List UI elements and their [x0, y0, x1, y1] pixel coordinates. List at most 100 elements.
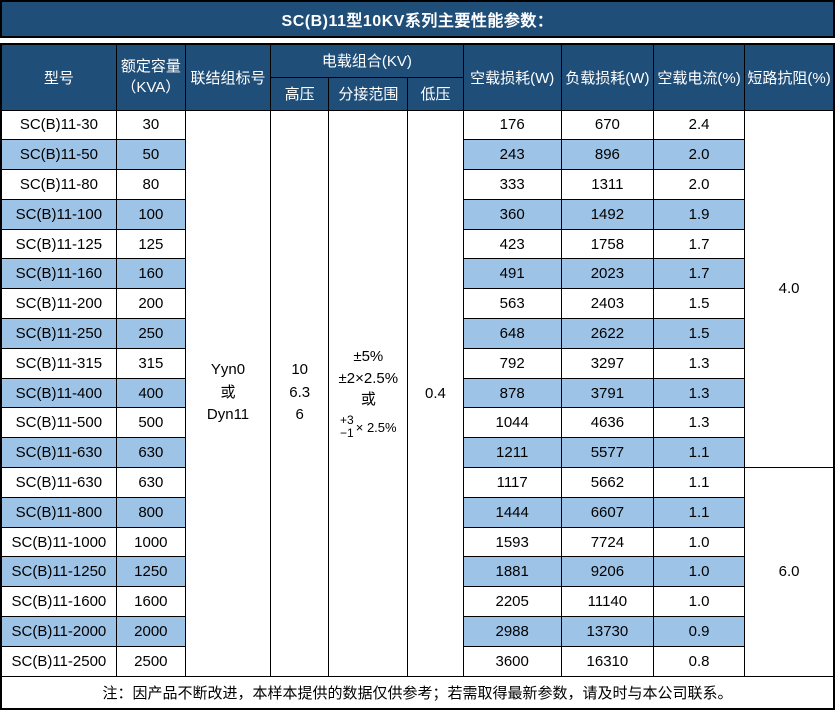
no-load-loss-cell: 360	[462, 198, 562, 230]
high-voltage-line: 10	[291, 361, 309, 379]
no-load-loss-cell: 3600	[462, 645, 562, 677]
capacity-cell: 315	[115, 347, 186, 379]
no-load-current-cell: 1.9	[652, 198, 746, 230]
model-cell: SC(B)11-2000	[0, 616, 117, 647]
no-load-loss-cell: 333	[462, 169, 562, 200]
no-load-current-cell: 1.0	[652, 526, 746, 558]
no-load-loss-cell: 563	[462, 288, 562, 320]
no-load-current-cell: 2.4	[652, 109, 746, 141]
table-row: SC(B)11-100 100 360 1492 1.9	[0, 198, 834, 230]
model-cell: SC(B)11-50	[0, 139, 117, 171]
no-load-loss-cell: 176	[462, 109, 562, 141]
no-load-current-cell: 1.3	[652, 377, 746, 409]
no-load-current-cell: 1.3	[652, 347, 746, 379]
load-loss-cell: 3297	[560, 347, 654, 379]
table-row: SC(B)11-1600 1600 2205 11140 1.0	[0, 586, 834, 618]
capacity-cell: 80	[115, 169, 186, 200]
no-load-current-cell: 1.7	[652, 228, 746, 260]
col-header-connection: 联结组标号	[184, 43, 272, 111]
no-load-current-cell: 1.0	[652, 556, 746, 588]
table-row: SC(B)11-500 500 1044 4636 1.3	[0, 407, 834, 439]
spec-table: 型号 额定容量 （KVA） 联结组标号 电载组合(KV) 空载损耗(W) 负载损…	[0, 43, 835, 710]
load-loss-cell: 1758	[560, 228, 654, 260]
load-loss-cell: 9206	[560, 556, 654, 588]
table-footer: 注：因产品不断改进，本样本提供的数据仅供参考；若需取得最新参数，请及时与本公司联…	[0, 675, 835, 710]
model-cell: SC(B)11-800	[0, 496, 117, 528]
model-cell: SC(B)11-1000	[0, 526, 117, 558]
model-cell: SC(B)11-630	[0, 467, 117, 498]
connection-line: Yyn0	[210, 361, 246, 379]
col-header-no-load-current: 空载电流(%)	[652, 43, 746, 111]
table-row: SC(B)11-1250 1250 1881 9206 1.0	[0, 556, 834, 588]
no-load-loss-cell: 878	[462, 377, 562, 409]
col-header-capacity-line1: 额定容量	[120, 57, 181, 75]
model-cell: SC(B)11-1250	[0, 556, 117, 588]
table-row: SC(B)11-630 630 1211 5577 1.1	[0, 437, 834, 469]
table-row: SC(B)11-315 315 792 3297 1.3	[0, 347, 834, 379]
capacity-cell: 630	[115, 467, 186, 498]
table-row: SC(B)11-2500 2500 3600 16310 0.8	[0, 645, 834, 677]
capacity-cell: 250	[115, 318, 186, 349]
no-load-current-cell: 2.0	[652, 139, 746, 171]
no-load-loss-cell: 423	[462, 228, 562, 260]
no-load-current-cell: 1.5	[652, 288, 746, 320]
tap-stack-suffix: × 2.5%	[355, 419, 397, 435]
tap-range-line: 或	[360, 391, 376, 409]
no-load-loss-cell: 1593	[462, 526, 562, 558]
model-cell: SC(B)11-30	[0, 109, 117, 141]
capacity-cell: 50	[115, 139, 186, 171]
table-row: SC(B)11-630 630 1117 5662 1.1 6.0	[0, 467, 835, 677]
table-row: SC(B)11-50 50 243 896 2.0	[0, 139, 834, 171]
model-cell: SC(B)11-1600	[0, 586, 117, 618]
no-load-current-cell: 1.3	[652, 407, 746, 439]
load-loss-cell: 2403	[560, 288, 654, 320]
no-load-current-cell: 1.7	[652, 258, 746, 290]
capacity-cell: 2500	[115, 645, 186, 677]
load-loss-cell: 6607	[560, 496, 654, 528]
model-cell: SC(B)11-400	[0, 377, 117, 409]
low-voltage-cell: 0.4	[407, 109, 464, 677]
load-loss-cell: 3791	[560, 377, 654, 409]
capacity-cell: 200	[115, 288, 186, 320]
load-loss-cell: 4636	[560, 407, 654, 439]
no-load-loss-cell: 792	[462, 347, 562, 379]
no-load-current-cell: 2.0	[652, 169, 746, 200]
model-cell: SC(B)11-125	[0, 228, 117, 260]
impedance-4-cell: 4.0	[744, 109, 835, 469]
table-row: SC(B)11-1000 1000 1593 7724 1.0	[0, 526, 834, 558]
load-loss-cell: 896	[560, 139, 654, 171]
capacity-cell: 1000	[115, 526, 186, 558]
load-loss-cell: 2622	[560, 318, 654, 349]
no-load-loss-cell: 1881	[462, 556, 562, 588]
col-header-load-combo: 电载组合(KV)	[270, 43, 464, 78]
no-load-loss-cell: 2988	[462, 616, 562, 647]
no-load-loss-cell: 648	[462, 318, 562, 349]
model-cell: SC(B)11-315	[0, 347, 117, 379]
load-loss-cell: 1492	[560, 198, 654, 230]
capacity-cell: 400	[115, 377, 186, 409]
no-load-loss-cell: 1211	[462, 437, 562, 469]
no-load-current-cell: 1.1	[652, 437, 746, 469]
connection-line: 或	[220, 383, 236, 401]
model-cell: SC(B)11-630	[0, 437, 117, 469]
load-loss-cell: 5577	[560, 437, 654, 469]
load-loss-cell: 16310	[560, 645, 654, 677]
footnote-row: 注：因产品不断改进，本样本提供的数据仅供参考；若需取得最新参数，请及时与本公司联…	[0, 675, 835, 710]
tap-stack-top: +3	[340, 413, 354, 427]
table-row: SC(B)11-2000 2000 2988 13730 0.9	[0, 616, 834, 647]
capacity-cell: 125	[115, 228, 186, 260]
table-title-text: SC(B)11型10KV系列主要性能参数：	[281, 13, 554, 30]
no-load-loss-cell: 2205	[462, 586, 562, 618]
load-loss-cell: 1311	[560, 169, 654, 200]
table-row: SC(B)11-400 400 878 3791 1.3	[0, 377, 834, 409]
connection-line: Dyn11	[206, 406, 250, 424]
table-header: 型号 额定容量 （KVA） 联结组标号 电载组合(KV) 空载损耗(W) 负载损…	[0, 43, 835, 111]
tap-range-line: ±5%	[353, 347, 384, 365]
impedance-6-cell: 6.0	[744, 467, 835, 677]
high-voltage-line: 6	[295, 406, 304, 424]
no-load-current-cell: 0.8	[652, 645, 746, 677]
model-cell: SC(B)11-80	[0, 169, 117, 200]
load-loss-cell: 13730	[560, 616, 654, 647]
tap-range-stack: +3 −1	[340, 413, 354, 440]
no-load-loss-cell: 243	[462, 139, 562, 171]
